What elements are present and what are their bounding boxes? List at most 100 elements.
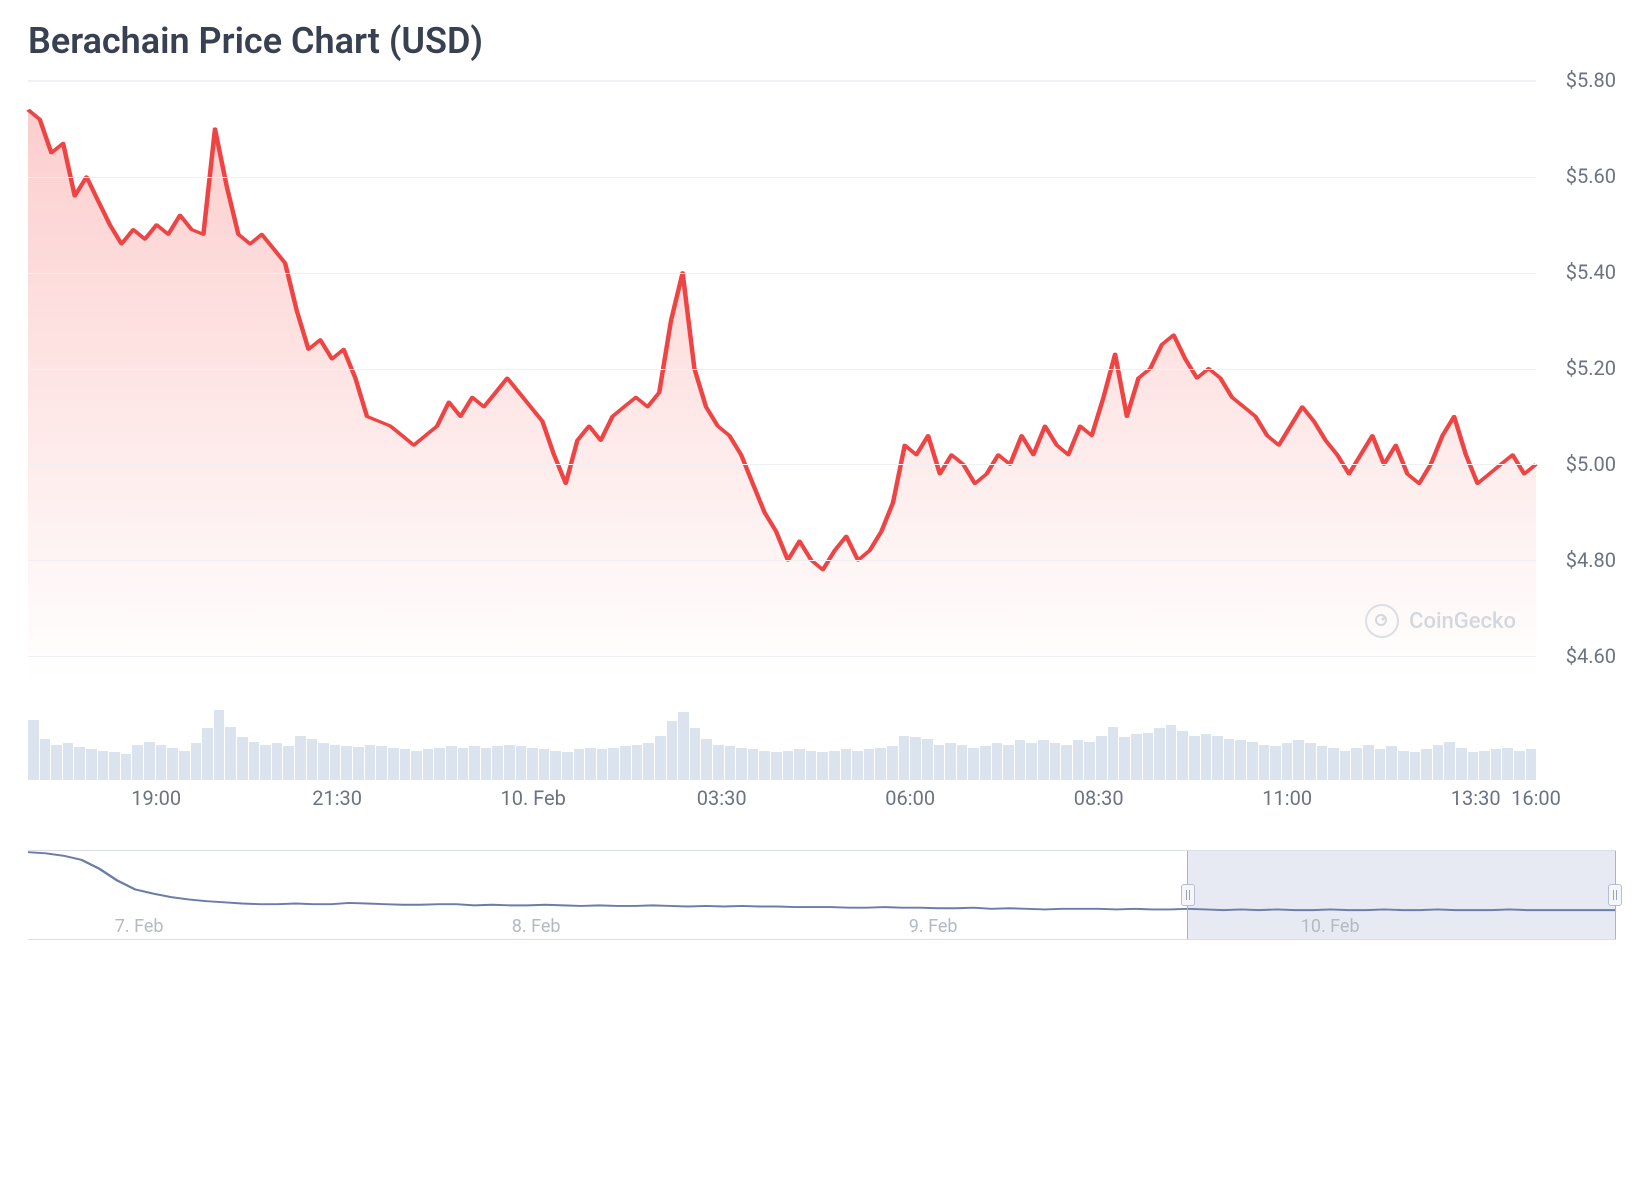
- volume-bar: [550, 751, 561, 780]
- navigator-x-tick: 7. Feb: [115, 916, 164, 937]
- volume-bar: [817, 752, 828, 780]
- volume-bar: [295, 736, 306, 780]
- volume-bar: [655, 736, 666, 780]
- x-axis-main: 19:0021:3010. Feb03:3006:0008:3011:0013:…: [28, 680, 1616, 810]
- volume-bar: [411, 751, 422, 780]
- navigator-x-tick: 8. Feb: [512, 916, 561, 937]
- volume-bar: [620, 746, 631, 780]
- volume-bar: [1317, 746, 1328, 780]
- volume-bar: [1398, 751, 1409, 780]
- volume-bar: [516, 746, 527, 780]
- volume-bar: [1502, 748, 1513, 780]
- volume-bar: [922, 739, 933, 780]
- gridline: [28, 81, 1536, 82]
- volume-bar: [968, 748, 979, 780]
- volume-bar: [806, 751, 817, 780]
- volume-bar: [1119, 737, 1130, 780]
- volume-bar: [1491, 749, 1502, 780]
- volume-bar: [539, 749, 550, 780]
- volume-bar: [1421, 749, 1432, 780]
- navigator-x-tick: 9. Feb: [909, 916, 958, 937]
- volume-bar: [1038, 740, 1049, 780]
- volume-bar: [63, 743, 74, 780]
- y-tick-label: $5.40: [1552, 260, 1616, 284]
- gridline: [28, 369, 1536, 370]
- volume-bar: [1096, 736, 1107, 780]
- x-tick-label: 06:00: [885, 786, 935, 810]
- volume-bar: [1073, 740, 1084, 780]
- volume-bar: [992, 743, 1003, 780]
- volume-bar: [980, 746, 991, 780]
- volume-bar: [1084, 742, 1095, 780]
- volume-bar: [283, 746, 294, 780]
- navigator-window[interactable]: [1187, 851, 1616, 939]
- volume-bar: [748, 749, 759, 780]
- x-tick-label: 21:30: [312, 786, 362, 810]
- volume-bar: [1514, 751, 1525, 780]
- volume-bar: [400, 749, 411, 780]
- gridline: [28, 177, 1536, 178]
- navigator-handle-left[interactable]: [1181, 884, 1195, 906]
- volume-bar: [1143, 733, 1154, 780]
- volume-bar: [132, 745, 143, 780]
- volume-bar: [1061, 745, 1072, 780]
- gridline: [28, 273, 1536, 274]
- main-chart[interactable]: $5.80$5.60$5.40$5.20$5.00$4.80$4.60 Coin…: [28, 80, 1616, 680]
- volume-bar: [1247, 742, 1258, 780]
- volume-bar: [1468, 752, 1479, 780]
- volume-bar: [1108, 727, 1119, 780]
- volume-bar: [28, 720, 39, 780]
- x-tick-label: 11:00: [1262, 786, 1312, 810]
- volume-bar: [353, 747, 364, 780]
- navigator-handle-right[interactable]: [1608, 884, 1622, 906]
- volume-bar: [434, 748, 445, 780]
- volume-bar: [272, 743, 283, 780]
- volume-bar: [1433, 745, 1444, 780]
- volume-bar: [237, 737, 248, 780]
- gridline: [28, 656, 1536, 657]
- volume-bar: [794, 749, 805, 780]
- volume-bar: [1270, 746, 1281, 780]
- volume-bar: [1526, 749, 1537, 780]
- watermark-text: CoinGecko: [1409, 609, 1516, 634]
- volume-bar: [1212, 736, 1223, 780]
- x-tick-label: 13:30: [1451, 786, 1501, 810]
- volume-bar: [40, 739, 51, 780]
- volume-bar: [1015, 740, 1026, 780]
- volume-bar: [585, 748, 596, 780]
- volume-bar: [469, 746, 480, 780]
- volume-bar: [1386, 746, 1397, 780]
- volume-bar: [608, 748, 619, 780]
- volume-bar: [783, 751, 794, 780]
- volume-bar: [1026, 743, 1037, 780]
- volume-bar: [701, 739, 712, 780]
- y-tick-label: $4.80: [1552, 548, 1616, 572]
- volume-bar: [1154, 728, 1165, 780]
- volume-bar: [156, 745, 167, 780]
- volume-bar: [1201, 734, 1212, 780]
- volume-bar: [98, 751, 109, 780]
- volume-bar: [1224, 739, 1235, 780]
- volume-bar: [249, 742, 260, 780]
- volume-bar: [1189, 736, 1200, 780]
- volume-bar: [1340, 751, 1351, 780]
- volume-bar: [852, 751, 863, 780]
- navigator[interactable]: 7. Feb8. Feb9. Feb10. Feb: [28, 850, 1616, 940]
- chart-container: $5.80$5.60$5.40$5.20$5.00$4.80$4.60 Coin…: [28, 80, 1616, 940]
- volume-bar: [678, 712, 689, 780]
- volume-bars: [28, 710, 1536, 780]
- volume-bar: [74, 747, 85, 780]
- volume-bar: [736, 748, 747, 780]
- volume-bar: [632, 745, 643, 780]
- volume-bar: [504, 745, 515, 780]
- volume-bar: [492, 746, 503, 780]
- volume-bar: [1456, 748, 1467, 780]
- plot-area[interactable]: [28, 80, 1536, 680]
- volume-bar: [910, 737, 921, 780]
- volume-bar: [1479, 751, 1490, 780]
- price-line-svg: [28, 81, 1536, 680]
- volume-bar: [376, 746, 387, 780]
- volume-bar: [307, 739, 318, 780]
- volume-bar: [191, 743, 202, 780]
- volume-bar: [864, 749, 875, 780]
